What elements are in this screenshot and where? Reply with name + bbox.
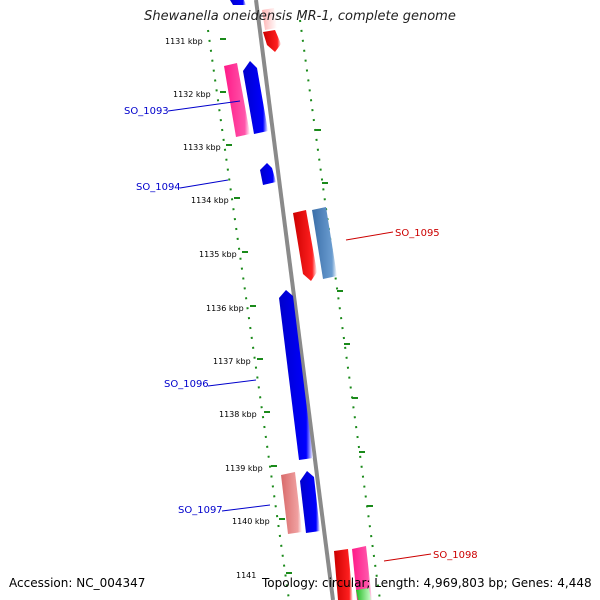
gene-label-so1097[interactable]: SO_1097 [178,505,223,516]
gene-label-so1094[interactable]: SO_1094 [136,182,181,193]
gene-label-so1096[interactable]: SO_1096 [164,379,209,390]
genome-backbone [254,0,335,600]
gene-arrow-so1096[interactable] [279,290,313,460]
gene-arrow-top-lightred[interactable] [262,8,277,30]
tick-label: 1134 kbp [191,196,229,205]
gene-bar-so1098-pink[interactable] [352,546,372,600]
gene-arrow-so1094[interactable] [260,163,276,185]
tick-label: 1132 kbp [173,90,211,99]
genome-summary-text: Topology: circular; Length: 4,969,803 bp… [262,576,592,590]
gene-label-so1095[interactable]: SO_1095 [395,228,440,239]
tick-label: 1137 kbp [213,357,251,366]
gene-arrow-so1093[interactable] [243,61,268,134]
tick-label: 1138 kbp [219,410,257,419]
leader-line-so1097 [221,504,271,512]
tick-label: 1133 kbp [183,143,221,152]
tick-label: 1141 [236,571,256,580]
accession-text: Accession: NC_004347 [9,576,146,590]
leader-line-so1094 [179,179,229,189]
leader-line-so1093 [167,100,241,112]
gene-features [224,0,372,600]
ruler-ticks: 1131 kbp 1132 kbp 1133 kbp 1134 kbp 1135… [165,37,373,580]
tick-label: 1140 kbp [232,517,270,526]
gene-bar-so1097-salmon[interactable] [281,472,302,534]
gene-arrow-top-blue[interactable] [230,0,246,5]
gene-bar-so1098-red[interactable] [334,549,353,600]
gene-arrow-top-red[interactable] [263,30,281,52]
gene-bar-so1098-green[interactable] [356,588,371,600]
tick-label: 1131 kbp [165,37,203,46]
gene-arrow-so1097[interactable] [300,471,320,533]
tick-label: 1139 kbp [225,464,263,473]
leader-line-so1096 [207,379,257,387]
tick-label: 1135 kbp [199,250,237,259]
gene-bar-so1095-steelblue[interactable] [312,207,337,279]
gene-label-so1093[interactable]: SO_1093 [124,106,169,117]
gene-labels: SO_1093 SO_1094 SO_1095 SO_1096 SO_1097 … [124,100,478,562]
gene-arrow-so1095[interactable] [293,210,317,281]
gene-bar-so1093-pink[interactable] [224,63,250,137]
leader-line-so1098 [383,553,432,562]
gene-label-so1098[interactable]: SO_1098 [433,550,478,561]
leader-line-so1095 [345,231,394,241]
tick-label: 1136 kbp [206,304,244,313]
map-title: Shewanella oneidensis MR-1, complete gen… [144,9,456,24]
